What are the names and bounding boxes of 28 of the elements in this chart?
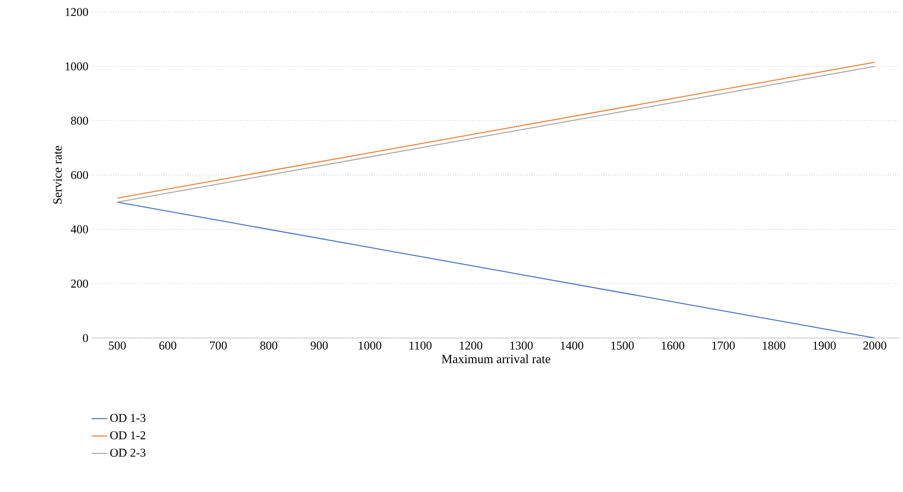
y-tick-label: 200 [71, 280, 88, 288]
legend-label: OD 1-3 [110, 414, 146, 422]
x-tick-label: 1300 [510, 342, 533, 350]
x-tick-label: 900 [310, 342, 328, 350]
y-tick-label: 1000 [66, 62, 88, 70]
x-tick-label: 1500 [611, 342, 634, 350]
legend-label: OD 1-2 [110, 431, 146, 440]
y-tick-label: 400 [70, 225, 88, 234]
x-tick-label: 600 [159, 342, 176, 350]
y-tick-label: 1200 [66, 8, 88, 16]
x-tick-label: 1600 [662, 342, 684, 350]
x-tick-label: 2000 [863, 342, 886, 350]
x-tick-label: 1400 [560, 342, 584, 350]
x-axis-title: Maximum arrival rate [442, 354, 550, 364]
x-tick-label: 800 [260, 342, 278, 350]
x-tick-label: 1100 [410, 342, 432, 350]
x-tick-label: 700 [210, 342, 227, 350]
x-tick-label: 1200 [460, 342, 482, 350]
x-tick-label: 500 [108, 342, 126, 350]
legend-label: OD 2-3 [110, 448, 146, 457]
y-tick-label: 0 [82, 334, 88, 342]
x-tick-label: 1800 [762, 342, 786, 350]
x-tick-label: 1000 [358, 342, 382, 350]
y-axis-title: Service rate [53, 146, 62, 204]
x-tick-label: 1700 [712, 342, 735, 350]
y-tick-label: 600 [71, 170, 88, 180]
x-tick-label: 1900 [813, 342, 836, 350]
y-tick-label: 800 [71, 116, 88, 125]
